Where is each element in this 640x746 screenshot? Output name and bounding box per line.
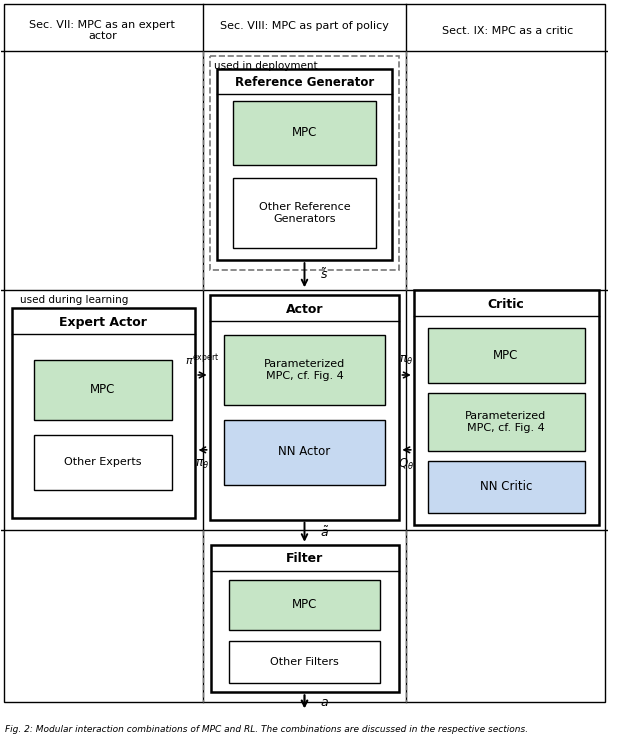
Bar [34, 360, 172, 420]
Bar [234, 178, 376, 248]
Text: Expert Actor: Expert Actor [60, 316, 147, 328]
Text: Filter: Filter [286, 552, 323, 565]
Text: $\tilde{s}$: $\tilde{s}$ [320, 268, 328, 283]
Text: Parameterized
MPC, cf. Fig. 4: Parameterized MPC, cf. Fig. 4 [264, 360, 345, 380]
Text: used in deployment: used in deployment [214, 60, 318, 71]
Text: Other Filters: Other Filters [270, 657, 339, 668]
Text: $\pi^{\mathrm{expert}}$: $\pi^{\mathrm{expert}}$ [185, 352, 219, 368]
Text: Fig. 2: Modular interaction combinations of MPC and RL. The combinations are dis: Fig. 2: Modular interaction combinations… [6, 725, 529, 734]
Bar [217, 69, 392, 260]
Text: MPC: MPC [493, 348, 518, 362]
Bar [428, 328, 584, 383]
Text: $\pi_{\theta}$: $\pi_{\theta}$ [399, 354, 413, 366]
Text: Sec. VIII: MPC as part of policy: Sec. VIII: MPC as part of policy [220, 21, 389, 31]
Bar [228, 580, 380, 630]
Text: $a$: $a$ [320, 696, 328, 709]
Text: Sect. IX: MPC as a critic: Sect. IX: MPC as a critic [442, 25, 573, 36]
Bar [211, 545, 399, 692]
Text: NN Critic: NN Critic [479, 480, 532, 493]
Bar [428, 461, 584, 513]
Bar [34, 435, 172, 490]
Text: Sec. VII: MPC as an expert
actor: Sec. VII: MPC as an expert actor [29, 20, 175, 42]
Text: Other Experts: Other Experts [63, 457, 141, 467]
Bar [224, 420, 385, 485]
Text: MPC: MPC [90, 383, 115, 396]
Text: MPC: MPC [292, 126, 317, 139]
Bar [209, 295, 399, 520]
Text: Actor: Actor [285, 303, 323, 316]
Text: MPC: MPC [292, 598, 317, 611]
Text: Other Reference
Generators: Other Reference Generators [259, 202, 350, 224]
Bar [209, 56, 399, 270]
Bar [413, 290, 599, 524]
Text: Reference Generator: Reference Generator [235, 76, 374, 89]
Bar [234, 101, 376, 166]
Text: $\pi_{\theta}$: $\pi_{\theta}$ [195, 458, 209, 471]
Bar [12, 308, 195, 518]
Bar [228, 642, 380, 683]
Text: Parameterized
MPC, cf. Fig. 4: Parameterized MPC, cf. Fig. 4 [465, 411, 547, 433]
Text: NN Actor: NN Actor [278, 445, 331, 458]
Bar [224, 335, 385, 405]
Text: $\tilde{a}$: $\tilde{a}$ [320, 525, 328, 540]
Text: $Q_{\theta}$: $Q_{\theta}$ [398, 457, 414, 472]
Text: Critic: Critic [488, 298, 524, 310]
Bar [428, 393, 584, 451]
Text: used during learning: used during learning [20, 295, 128, 305]
